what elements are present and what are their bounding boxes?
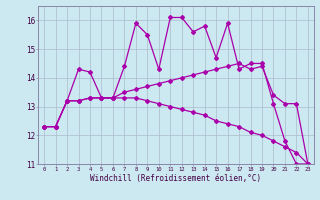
X-axis label: Windchill (Refroidissement éolien,°C): Windchill (Refroidissement éolien,°C) [91,174,261,183]
